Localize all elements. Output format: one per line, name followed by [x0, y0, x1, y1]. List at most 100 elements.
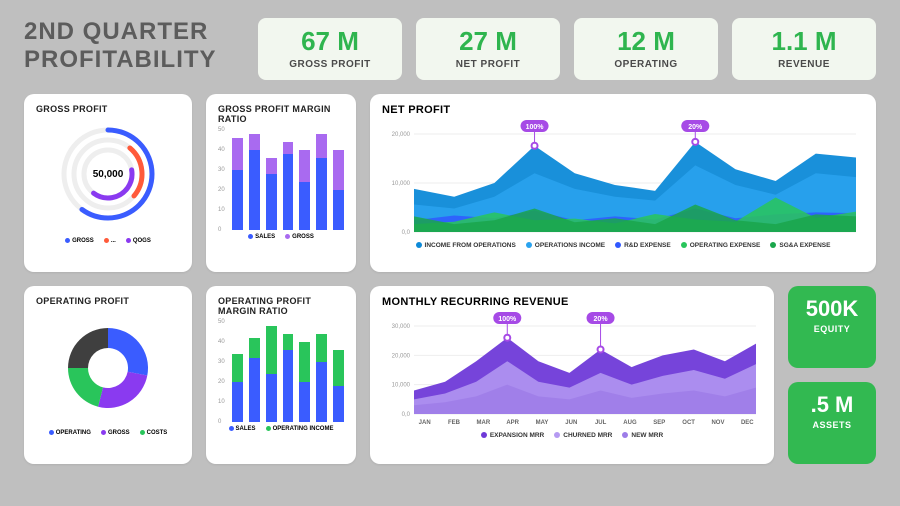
net-profit-chart: 0,0 10,000 20,000 100% 20% [382, 120, 862, 238]
row-bottom: OPERATING PROFIT OPERATINGGROSSCOSTS OPE… [24, 286, 876, 464]
legend-item: GROSS [285, 234, 314, 240]
kpi-label: OPERATING [578, 59, 714, 70]
card-opm: OPERATING PROFIT MARGIN RATIO 5040302010… [206, 286, 356, 464]
month-label: MAR [469, 420, 498, 426]
opm-legend: SALES OPERATING INCOME [218, 426, 344, 432]
svg-text:50,000: 50,000 [93, 169, 124, 180]
legend-item: SALES [229, 426, 256, 432]
card-operating-profit: OPERATING PROFIT OPERATINGGROSSCOSTS [24, 286, 192, 464]
gross-profit-legend: GROSS... QOGS [36, 238, 180, 244]
svg-text:0,0: 0,0 [402, 230, 411, 236]
bar [283, 142, 294, 230]
gross-profit-title: GROSS PROFIT [36, 104, 180, 114]
legend-item: COSTS [140, 430, 168, 436]
svg-text:10,000: 10,000 [392, 383, 411, 389]
gpm-title: GROSS PROFIT MARGIN RATIO [218, 104, 344, 124]
month-label: SEP [645, 420, 674, 426]
svg-text:20%: 20% [594, 316, 609, 323]
net-profit-legend: INCOME FROM OPERATIONSOPERATIONS INCOMER… [382, 242, 864, 249]
month-label: AUG [615, 420, 644, 426]
card-gpm: GROSS PROFIT MARGIN RATIO 50403020100 SA… [206, 94, 356, 272]
legend-item: SG&A EXPENSE [770, 242, 830, 249]
month-label: JAN [410, 420, 439, 426]
stat-equity: 500K EQUITY [788, 286, 876, 368]
bar [232, 138, 243, 230]
bar [299, 342, 310, 422]
kpi-value: 12 M [578, 26, 714, 57]
kpi-card: 12 M OPERATING [574, 18, 718, 80]
kpi-value: 67 M [262, 26, 398, 57]
assets-value: .5 M [794, 392, 870, 418]
month-label: JUL [586, 420, 615, 426]
operating-donut [36, 306, 180, 426]
svg-text:30,000: 30,000 [392, 324, 411, 330]
card-mrr: MONTHLY RECURRING REVENUE 0,0 10,000 20,00… [370, 286, 774, 464]
bar [283, 334, 294, 422]
bar [249, 338, 260, 422]
net-profit-title: NET PROFIT [382, 104, 864, 116]
kpi-row: 67 M GROSS PROFIT27 M NET PROFIT12 M OPE… [258, 18, 876, 80]
kpi-label: REVENUE [736, 59, 872, 70]
mrr-title: MONTHLY RECURRING REVENUE [382, 296, 762, 308]
svg-text:10,000: 10,000 [392, 181, 411, 187]
mrr-legend: EXPANSION MRRCHURNED MRRNEW MRR [382, 432, 762, 439]
legend-item: OPERATING EXPENSE [681, 242, 761, 249]
header-row: 2ND QUARTER PROFITABILITY 67 M GROSS PRO… [24, 18, 876, 80]
assets-label: ASSETS [794, 420, 870, 430]
month-label: FEB [439, 420, 468, 426]
kpi-card: 67 M GROSS PROFIT [258, 18, 402, 80]
legend-item: GROSS [65, 238, 94, 244]
legend-item: QOGS [126, 238, 151, 244]
bar [333, 350, 344, 422]
bar [266, 326, 277, 422]
title-line1: 2ND QUARTER [24, 18, 208, 45]
legend-item: NEW MRR [622, 432, 663, 439]
month-label: NOV [703, 420, 732, 426]
stat-assets: .5 M ASSETS [788, 382, 876, 464]
gross-profit-rings: 50,000 [36, 114, 180, 234]
svg-text:0,0: 0,0 [402, 412, 411, 418]
bar [316, 334, 327, 422]
opm-bars: 50403020100 [218, 322, 344, 422]
svg-text:20,000: 20,000 [392, 353, 411, 359]
svg-text:100%: 100% [498, 316, 517, 323]
title-line2: PROFITABILITY [24, 46, 217, 73]
card-net-profit: NET PROFIT 0,0 10,000 20,000 100% 20% INCOME… [370, 94, 876, 272]
legend-item: OPERATING INCOME [266, 426, 334, 432]
month-label: MAY [527, 420, 556, 426]
mrr-months: JANFEBMARAPRMAYJUNJULAUGSEPOCTNOVDEC [382, 420, 762, 426]
month-label: JUN [557, 420, 586, 426]
month-label: APR [498, 420, 527, 426]
kpi-card: 27 M NET PROFIT [416, 18, 560, 80]
kpi-value: 27 M [420, 26, 556, 57]
card-gross-profit: GROSS PROFIT 50,000 GROSS... QOGS [24, 94, 192, 272]
svg-text:20,000: 20,000 [392, 132, 411, 138]
legend-item: OPERATING [49, 430, 91, 436]
equity-label: EQUITY [794, 324, 870, 334]
kpi-value: 1.1 M [736, 26, 872, 57]
page-title: 2ND QUARTER PROFITABILITY [24, 18, 244, 73]
legend-item: CHURNED MRR [554, 432, 612, 439]
legend-item: SALES [248, 234, 275, 240]
row-middle: GROSS PROFIT 50,000 GROSS... QOGS GROSS P… [24, 94, 876, 272]
operating-legend: OPERATING GROSS COSTS [36, 430, 180, 436]
legend-item: R&D EXPENSE [615, 242, 671, 249]
kpi-label: GROSS PROFIT [262, 59, 398, 70]
legend-item: GROSS [101, 430, 130, 436]
page-title-block: 2ND QUARTER PROFITABILITY [24, 18, 244, 80]
mrr-chart: 0,0 10,000 20,000 30,000 100% 20% [382, 312, 762, 420]
side-stats: 500K EQUITY .5 M ASSETS [788, 286, 876, 464]
svg-text:20%: 20% [688, 124, 703, 131]
bar [316, 134, 327, 230]
equity-value: 500K [794, 296, 870, 322]
legend-item: ... [104, 238, 116, 244]
bar [299, 150, 310, 230]
bar [333, 150, 344, 230]
legend-item: OPERATIONS INCOME [526, 242, 605, 249]
gpm-legend: SALES GROSS [218, 234, 344, 240]
month-label: DEC [733, 420, 762, 426]
kpi-label: NET PROFIT [420, 59, 556, 70]
month-label: OCT [674, 420, 703, 426]
bar [232, 354, 243, 422]
svg-text:100%: 100% [526, 124, 545, 131]
